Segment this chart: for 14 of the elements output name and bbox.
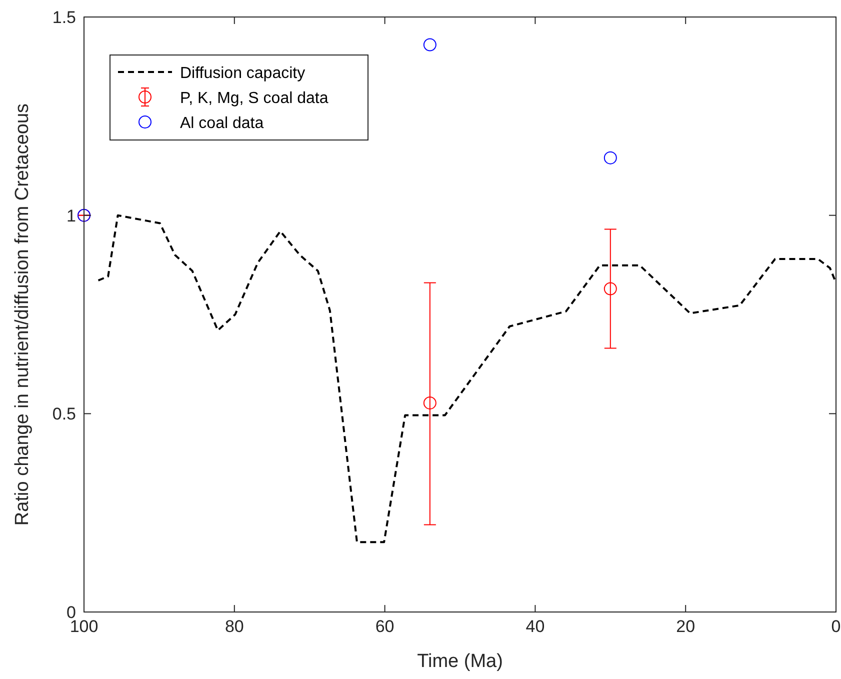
legend-label: P, K, Mg, S coal data bbox=[180, 90, 328, 107]
x-tick-label: 20 bbox=[676, 617, 696, 636]
y-tick-label: 1 bbox=[66, 206, 76, 226]
x-tick-label: 40 bbox=[526, 617, 545, 636]
x-tick-label: 0 bbox=[831, 617, 841, 636]
x-tick-label: 60 bbox=[375, 617, 394, 636]
x-axis-title: Time (Ma) bbox=[417, 651, 503, 672]
x-tick-label: 100 bbox=[70, 617, 98, 636]
x-tick-label: 80 bbox=[224, 617, 244, 636]
legend-label: Diffusion capacity bbox=[180, 65, 306, 82]
y-tick-label: 1.5 bbox=[52, 8, 76, 27]
y-tick-label: 0.5 bbox=[52, 404, 76, 424]
legend-label: Al coal data bbox=[180, 115, 264, 132]
y-axis-title: Ratio change in nutrient/diffusion from Cretaceous bbox=[12, 103, 33, 526]
